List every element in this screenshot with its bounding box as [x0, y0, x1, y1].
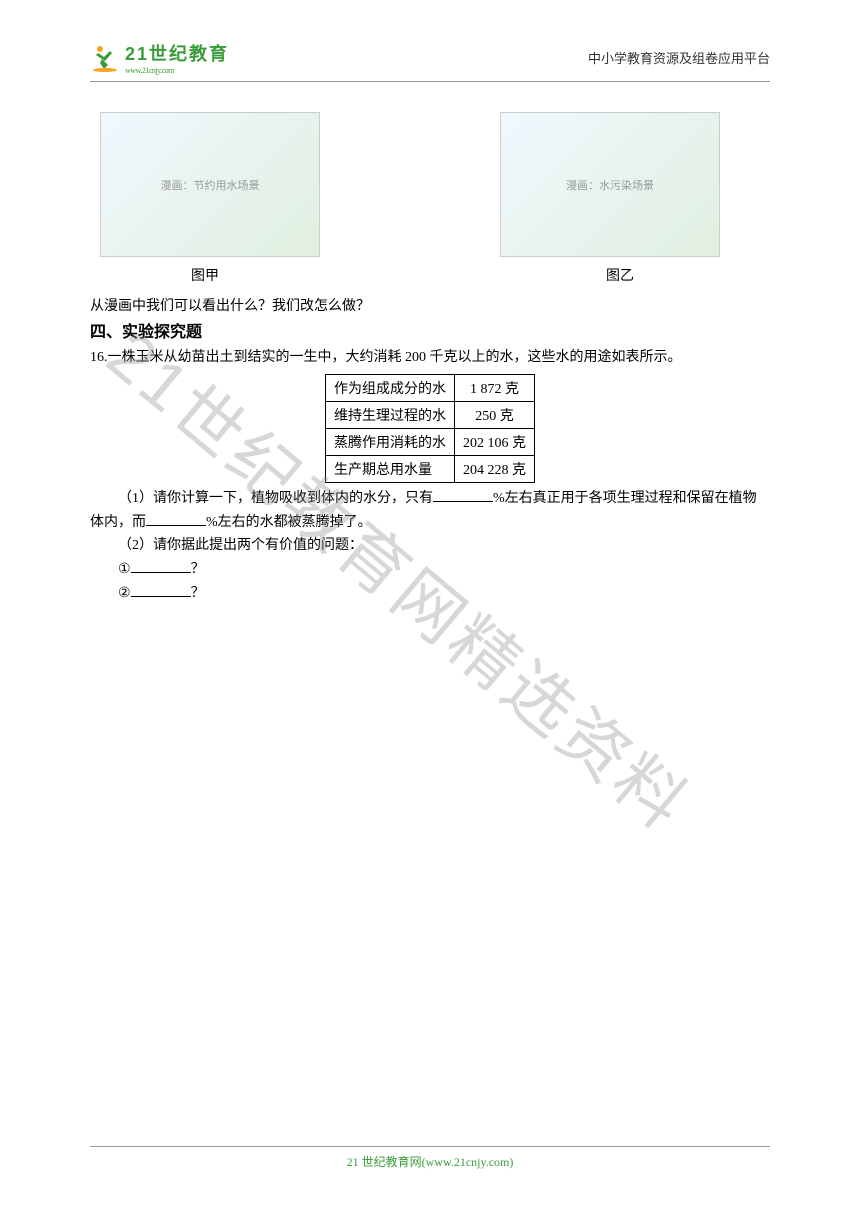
table-row: 维持生理过程的水 250 克	[326, 401, 535, 428]
q16-1-end: %左右的水都被蒸腾掉了。	[206, 515, 372, 530]
image-jia: 漫画：节约用水场景	[100, 112, 320, 257]
images-row: 漫画：节约用水场景 漫画：水污染场景	[90, 112, 770, 257]
logo-sub-text: www.21cnjy.com	[125, 66, 229, 75]
q16-2-sub1: ①？	[90, 558, 770, 582]
table-cell: 1 872 克	[455, 374, 535, 401]
water-usage-table: 作为组成成分的水 1 872 克 维持生理过程的水 250 克 蒸腾作用消耗的水…	[325, 374, 535, 483]
table-cell: 202 106 克	[455, 428, 535, 455]
caption-jia: 图甲	[90, 265, 320, 285]
table-row: 生产期总用水量 204 228 克	[326, 455, 535, 482]
footer-link: (www.21cnjy.com)	[422, 1155, 514, 1169]
sub1-pre: ①	[118, 562, 131, 577]
blank-input[interactable]	[433, 488, 493, 502]
question-prompt: 从漫画中我们可以看出什么？我们改怎么做？	[90, 295, 770, 319]
captions-row: 图甲 图乙	[90, 265, 770, 285]
table-cell: 204 228 克	[455, 455, 535, 482]
logo-main-text: 21世纪教育	[125, 40, 229, 66]
header-subtitle: 中小学教育资源及组卷应用平台	[588, 48, 770, 67]
footer-text: 21 世纪教育网(www.21cnjy.com)	[347, 1155, 514, 1169]
table-cell: 作为组成成分的水	[326, 374, 455, 401]
sub2-pre: ②	[118, 586, 131, 601]
q16-2-sub2: ②？	[90, 582, 770, 606]
logo-icon	[90, 43, 120, 73]
logo-text: 21世纪教育 www.21cnjy.com	[125, 40, 229, 75]
content-body: 从漫画中我们可以看出什么？我们改怎么做？ 四、实验探究题 16.一株玉米从幼苗出…	[90, 295, 770, 606]
blank-input[interactable]	[131, 583, 191, 597]
sub1-end: ？	[191, 562, 205, 577]
blank-input[interactable]	[131, 559, 191, 573]
table-cell: 生产期总用水量	[326, 455, 455, 482]
page-footer: 21 世纪教育网(www.21cnjy.com)	[90, 1146, 770, 1171]
q16-intro: 16.一株玉米从幼苗出土到结实的一生中，大约消耗 200 千克以上的水，这些水的…	[90, 346, 770, 370]
q16-part1: （1）请你计算一下，植物吸收到体内的水分，只有%左右真正用于各项生理过程和保留在…	[90, 487, 770, 535]
caption-yi: 图乙	[320, 265, 770, 285]
sub2-end: ？	[191, 586, 205, 601]
page-header: 21世纪教育 www.21cnjy.com 中小学教育资源及组卷应用平台	[90, 40, 770, 82]
table-cell: 维持生理过程的水	[326, 401, 455, 428]
table-cell: 250 克	[455, 401, 535, 428]
logo: 21世纪教育 www.21cnjy.com	[90, 40, 229, 75]
blank-input[interactable]	[146, 512, 206, 526]
page-container: 21世纪教育 www.21cnjy.com 中小学教育资源及组卷应用平台 漫画：…	[0, 0, 860, 1216]
q16-1-pre: （1）请你计算一下，植物吸收到体内的水分，只有	[118, 491, 433, 506]
table-row: 作为组成成分的水 1 872 克	[326, 374, 535, 401]
q16-part2: （2）请你据此提出两个有价值的问题：	[90, 534, 770, 558]
table-cell: 蒸腾作用消耗的水	[326, 428, 455, 455]
section-4-title: 四、实验探究题	[90, 319, 770, 346]
table-row: 蒸腾作用消耗的水 202 106 克	[326, 428, 535, 455]
image-yi: 漫画：水污染场景	[500, 112, 720, 257]
footer-prefix: 21 世纪教育网	[347, 1155, 422, 1169]
